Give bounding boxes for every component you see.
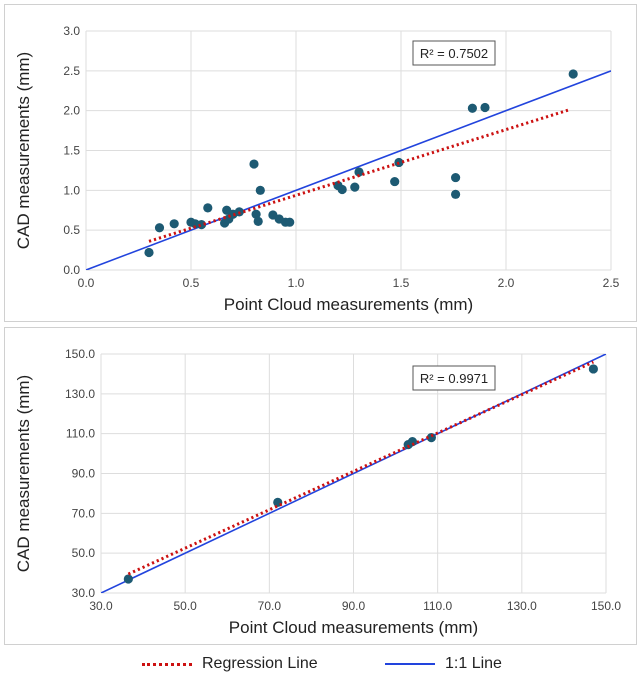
regression-line-swatch [142, 662, 192, 666]
data-point [480, 102, 490, 113]
data-point [354, 167, 364, 177]
annotation-text: R² = 0.9971 [420, 371, 488, 386]
x-tick-label: 0.5 [183, 276, 200, 290]
chart-legend: Regression Line 1:1 Line [0, 650, 641, 678]
top-scatter-chart: 0.0 0.5 1.0 1.5 2.0 2.5 0.0 0.5 1.0 1.5 2.0 2.5 3.0 P… [14, 24, 620, 314]
data-point [350, 182, 360, 192]
data-point [249, 159, 259, 169]
data-point [169, 219, 179, 229]
x-tick-label: 2.5 [603, 276, 620, 290]
legend-regression: Regression Line [142, 654, 318, 674]
x-tick-label: 50.0 [173, 599, 197, 613]
data-point [337, 184, 347, 195]
legend-regression-label: Regression Line [202, 655, 318, 672]
data-point [426, 433, 436, 443]
data-point [203, 203, 213, 213]
x-tick-label: 2.0 [498, 276, 515, 290]
r-squared-annotation: R² = 0.9971 [412, 365, 496, 391]
data-point [467, 103, 477, 113]
x-tick-label: 1.5 [393, 276, 410, 290]
x-tick-label: 0.0 [78, 276, 95, 290]
y-axis-label: CAD measurements (mm) [14, 375, 33, 572]
data-point [407, 437, 418, 447]
data-point [123, 574, 133, 584]
x-tick-label: 110.0 [423, 599, 452, 613]
data-point [251, 209, 261, 219]
y-tick-label: 1.5 [63, 144, 80, 158]
data-point [568, 69, 578, 79]
legend-identity-label: 1:1 Line [445, 655, 502, 672]
annotation-text: R² = 0.7502 [420, 46, 488, 61]
y-tick-label: 70.0 [72, 506, 96, 520]
y-tick-label: 50.0 [72, 546, 96, 560]
data-point [451, 172, 461, 183]
identity-line [86, 70, 611, 270]
annotation-box [412, 365, 496, 391]
data-point [451, 189, 461, 199]
annotation-box [412, 40, 496, 66]
data-point [390, 176, 400, 187]
y-tick-label: 130.0 [65, 387, 95, 401]
identity-line-swatch [385, 663, 435, 665]
data-point [144, 247, 154, 258]
y-tick-label: 3.0 [63, 24, 80, 38]
y-tick-label: 0.0 [63, 263, 80, 277]
regression-line [127, 360, 594, 576]
y-tick-label: 150.0 [65, 347, 95, 361]
bottom-scatter-chart: 30.0 50.0 70.0 90.0 110.0 130.0 150.0 30.0 50.0 7… [14, 347, 621, 637]
bottom-chart-panel: 30.0 50.0 70.0 90.0 110.0 130.0 150.0 30.0 50.0 7… [4, 327, 637, 645]
y-tick-label: 110.0 [66, 427, 95, 441]
data-point [588, 364, 598, 374]
y-tick-label: 2.0 [63, 104, 80, 118]
legend-identity: 1:1 Line [385, 654, 502, 674]
data-point [255, 185, 265, 195]
data-point [285, 217, 295, 227]
data-point [253, 216, 263, 227]
data-point [154, 223, 165, 233]
x-tick-label: 70.0 [258, 599, 282, 613]
r-squared-annotation: R² = 0.7502 [412, 40, 496, 66]
y-tick-label: 0.5 [63, 223, 80, 237]
y-tick-label: 90.0 [72, 467, 96, 481]
x-axis-label: Point Cloud measurements (mm) [229, 618, 478, 637]
x-tick-label: 90.0 [342, 599, 366, 613]
y-tick-label: 1.0 [63, 183, 80, 197]
x-tick-label: 130.0 [507, 599, 537, 613]
x-tick-label: 150.0 [591, 599, 621, 613]
regression-line [148, 108, 570, 243]
x-axis-label: Point Cloud measurements (mm) [224, 295, 473, 314]
y-tick-label: 2.5 [63, 64, 80, 78]
top-chart-panel: 0.0 0.5 1.0 1.5 2.0 2.5 0.0 0.5 1.0 1.5 2.0 2.5 3.0 P… [4, 4, 637, 322]
x-tick-label: 30.0 [89, 599, 113, 613]
y-tick-label: 30.0 [72, 586, 96, 600]
y-axis-label: CAD measurements (mm) [14, 52, 33, 249]
x-tick-label: 1.0 [288, 276, 305, 290]
